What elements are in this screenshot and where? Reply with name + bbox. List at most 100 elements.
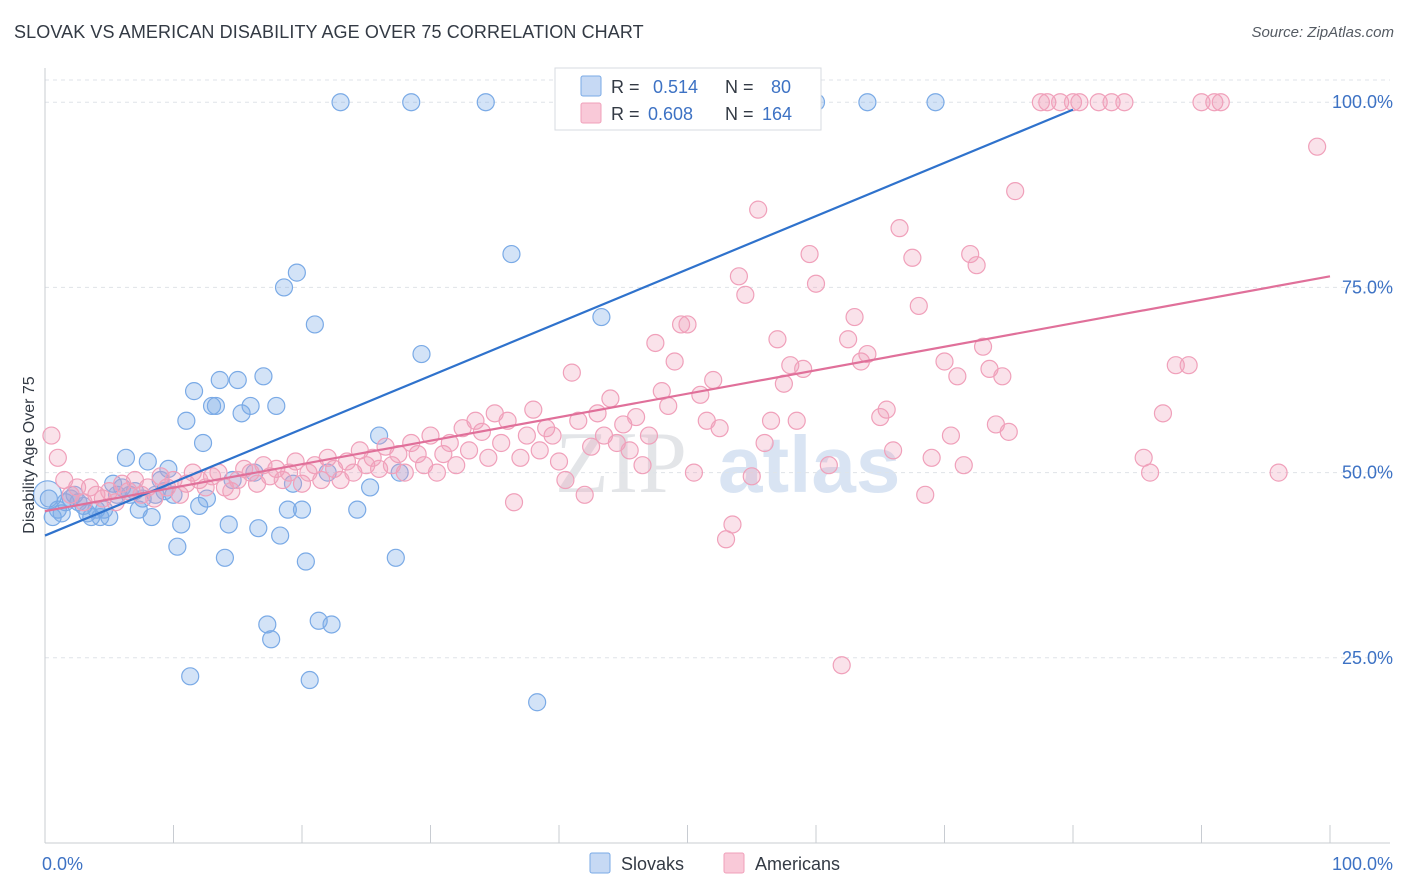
point-americans-147 [1038,93,1057,112]
point-americans-65 [459,441,479,460]
point-americans-75 [524,400,543,419]
point-americans-101 [691,385,710,404]
trend-line-americans [44,275,1331,513]
point-americans-106 [723,515,742,534]
bottom-legend-swatch-slovaks [589,852,611,874]
point-slovaks-23 [138,452,157,471]
point-americans-155 [1140,463,1160,482]
point-americans-104 [710,419,729,438]
point-americans-148 [1051,93,1070,112]
watermark-zip: ZIP [555,415,687,512]
point-slovaks-67 [361,478,380,497]
point-americans-160 [1205,93,1224,112]
point-americans-76 [530,441,549,460]
point-slovaks-75 [528,693,547,712]
point-americans-107 [729,267,749,286]
point-americans-73 [511,448,530,467]
point-americans-131 [909,296,928,316]
point-slovaks-69 [386,548,405,567]
point-slovaks-71 [402,93,421,112]
legend-n-label-americans: N = [725,104,754,124]
point-slovaks-44 [228,370,247,390]
point-slovaks-79 [926,93,945,112]
point-slovaks-29 [164,485,183,504]
legend-r-label-americans: R = [611,104,640,124]
point-americans-99 [678,315,697,334]
point-americans-83 [575,485,594,504]
point-americans-118 [800,244,819,264]
point-slovaks-35 [190,496,209,516]
point-slovaks-39 [206,396,226,416]
point-slovaks-61 [305,315,324,334]
point-americans-119 [806,274,826,293]
bottom-legend-label-americans: Americans [755,854,840,874]
point-americans-157 [1166,356,1185,375]
point-americans-110 [749,200,768,219]
point-americans-137 [954,456,973,475]
point-slovaks-33 [181,667,200,686]
chart-title: SLOVAK VS AMERICAN DISABILITY AGE OVER 7… [14,22,644,42]
point-americans-78 [543,426,562,445]
point-americans-111 [755,433,774,453]
y-axis-label: Disability Age Over 75 [21,376,38,534]
point-slovaks-38 [202,396,222,416]
point-americans-121 [832,656,851,675]
point-americans-130 [903,248,922,267]
point-slovaks-58 [292,500,312,519]
series-slovaks [32,93,945,712]
point-americans-74 [517,426,536,445]
point-americans-109 [742,467,761,486]
point-americans-126 [871,407,890,427]
y-tick-label-3: 100.0% [1332,92,1393,112]
point-americans-138 [961,244,980,264]
point-americans-42 [312,470,331,490]
point-americans-161 [1211,93,1230,112]
tick-labels: 25.0% 50.0% 75.0% 100.0% 0.0% 100.0% [42,92,1393,874]
legend-swatch-americans [580,102,602,124]
legend-n-value-slovaks: 80 [771,77,791,97]
point-americans-87 [601,389,620,408]
point-americans-120 [819,456,838,475]
point-americans-79 [549,452,569,471]
point-americans-139 [967,256,986,275]
point-americans-6 [80,478,100,497]
point-slovaks-28 [159,459,178,479]
point-americans-143 [993,367,1012,386]
point-slovaks-42 [219,515,238,534]
series-legend: Slovaks Americans [589,852,840,874]
watermark: ZIP atlas [555,415,900,512]
point-slovaks-31 [172,515,191,534]
point-slovaks-64 [322,615,341,634]
point-americans-150 [1070,93,1089,112]
point-slovaks-73 [476,93,495,112]
point-slovaks-41 [215,548,234,567]
point-americans-125 [858,344,877,364]
point-americans-39 [292,474,312,493]
point-americans-146 [1031,93,1050,112]
point-americans-81 [562,363,581,382]
point-americans-84 [582,437,601,456]
point-slovaks-30 [168,537,187,556]
point-americans-108 [736,285,755,304]
point-americans-0 [42,426,61,445]
point-americans-28 [222,482,241,501]
point-slovaks-51 [262,630,281,649]
point-americans-36 [273,470,292,490]
point-americans-117 [794,359,813,379]
point-americans-93 [639,426,659,445]
point-americans-85 [588,404,607,423]
point-slovaks-53 [271,526,290,545]
point-slovaks-66 [348,500,367,519]
point-americans-129 [890,219,909,238]
point-americans-152 [1102,93,1121,112]
point-slovaks-60 [300,670,319,690]
point-americans-91 [626,407,646,427]
point-slovaks-50 [258,615,277,634]
point-slovaks-24 [142,507,161,527]
point-americans-96 [659,396,678,416]
point-americans-136 [948,367,967,386]
legend-swatch-slovaks [580,75,602,97]
point-americans-66 [466,411,485,430]
bottom-legend-label-slovaks: Slovaks [621,854,684,874]
